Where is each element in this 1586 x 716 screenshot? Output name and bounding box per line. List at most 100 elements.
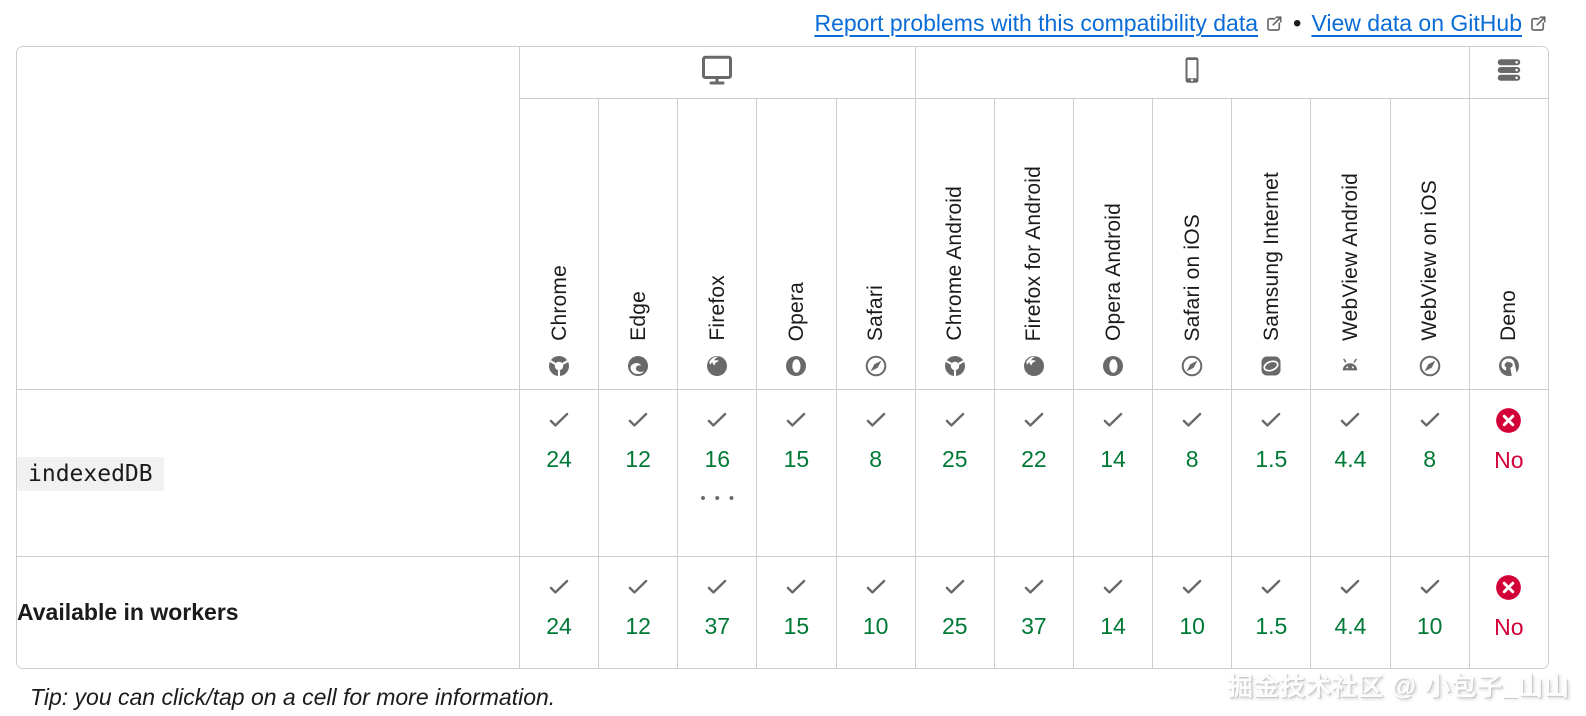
support-cell[interactable]: 8	[1389, 389, 1470, 557]
edge-icon	[626, 354, 650, 378]
check-icon	[1179, 574, 1205, 600]
chrome-icon	[943, 354, 967, 378]
check-icon	[1100, 574, 1126, 600]
check-icon	[1179, 407, 1205, 433]
browser-header-opera: Opera	[756, 98, 837, 390]
browser-name: Chrome Android	[943, 186, 967, 341]
browser-name: Samsung Internet	[1259, 172, 1283, 341]
browser-header-samsung-internet: Samsung Internet	[1231, 98, 1312, 390]
support-cell[interactable]: 25	[914, 389, 995, 557]
browser-name: Edge	[626, 291, 650, 341]
check-icon	[942, 574, 968, 600]
check-icon	[942, 407, 968, 433]
check-icon	[1258, 574, 1284, 600]
support-cell[interactable]: 22	[993, 389, 1074, 557]
browser-name: WebView Android	[1338, 173, 1362, 341]
feature-label: Available in workers	[17, 556, 520, 668]
check-icon	[625, 574, 651, 600]
version-number: 4.4	[1334, 446, 1367, 472]
version-number: 16	[704, 446, 731, 472]
check-icon	[704, 407, 730, 433]
report-problems-link[interactable]: Report problems with this compatibility …	[814, 10, 1259, 36]
support-cell[interactable]: 1.5	[1231, 556, 1312, 668]
version-number: 10	[862, 613, 889, 639]
browser-header-deno: Deno	[1468, 98, 1548, 390]
support-cell[interactable]: 37	[993, 556, 1074, 668]
support-cell[interactable]: 10	[1152, 556, 1233, 668]
support-cell[interactable]: 14	[1072, 389, 1154, 557]
version-number: 8	[1185, 446, 1199, 472]
version-number: 25	[941, 613, 968, 639]
support-cell[interactable]: 24	[518, 556, 600, 668]
version-number: 12	[625, 613, 651, 639]
support-cell[interactable]: 8	[1152, 389, 1233, 557]
footnote-indicator: •••	[700, 490, 744, 507]
support-cell-no[interactable]: No	[1468, 389, 1548, 557]
browser-header-opera-android: Opera Android	[1072, 98, 1154, 390]
check-icon	[546, 407, 572, 433]
version-number: 1.5	[1255, 613, 1288, 639]
check-icon	[625, 407, 651, 433]
safari-icon	[864, 354, 888, 378]
version-number: 15	[783, 613, 810, 639]
safari-icon	[1418, 354, 1442, 378]
check-icon	[1417, 407, 1443, 433]
support-cell[interactable]: 4.4	[1310, 389, 1391, 557]
browser-header-safari: Safari	[835, 98, 916, 390]
check-icon	[704, 574, 730, 600]
browser-name: Deno	[1497, 289, 1521, 341]
link-separator: •	[1293, 10, 1302, 37]
version-number: 12	[625, 446, 651, 472]
platform-header-mobile	[914, 47, 1470, 99]
feature-text: Available in workers	[17, 599, 239, 625]
check-icon	[1021, 574, 1047, 600]
browser-name: Opera Android	[1101, 202, 1125, 341]
support-cell[interactable]: 16 •••	[677, 389, 758, 557]
feature-code: indexedDB	[17, 456, 164, 491]
browser-header-webview-on-ios: WebView on iOS	[1389, 98, 1470, 390]
check-icon	[1021, 407, 1047, 433]
support-cell[interactable]: 4.4	[1310, 556, 1391, 668]
browser-name: Safari	[864, 284, 888, 341]
browser-name: WebView on iOS	[1418, 180, 1442, 341]
opera-icon	[784, 354, 808, 378]
corner-cell	[17, 47, 520, 390]
browser-header-firefox: Firefox	[677, 98, 758, 390]
support-cell[interactable]: 14	[1072, 556, 1154, 668]
support-cell[interactable]: 10	[835, 556, 916, 668]
support-cell[interactable]: 1.5	[1231, 389, 1312, 557]
watermark: 掘金技术社区 @ 小包子_山山	[1227, 673, 1570, 701]
support-cell-no[interactable]: No	[1468, 556, 1548, 668]
support-cell[interactable]: 12	[598, 389, 679, 557]
version-number: 37	[704, 613, 731, 639]
tip-text: Tip: you can click/tap on a cell for mor…	[30, 684, 556, 710]
no-icon	[1495, 574, 1522, 601]
chrome-icon	[547, 354, 571, 378]
feature-label: indexedDB	[17, 389, 520, 557]
support-cell[interactable]: 37	[677, 556, 758, 668]
no-support-label: No	[1494, 447, 1524, 473]
version-number: 1.5	[1255, 446, 1288, 472]
firefox-icon	[1022, 354, 1046, 378]
no-icon	[1495, 407, 1522, 434]
browser-name: Safari on iOS	[1180, 213, 1204, 342]
view-data-github-link[interactable]: View data on GitHub	[1311, 10, 1522, 36]
support-cell[interactable]: 24	[518, 389, 600, 557]
version-number: 8	[869, 446, 882, 472]
version-number: 14	[1100, 613, 1126, 639]
deno-icon	[1497, 354, 1521, 378]
no-support-label: No	[1494, 614, 1524, 640]
check-icon	[1100, 407, 1126, 433]
version-number: 14	[1100, 446, 1126, 472]
version-number: 8	[1423, 446, 1437, 472]
support-cell[interactable]: 25	[914, 556, 995, 668]
support-cell[interactable]: 15	[756, 389, 837, 557]
samsung-internet-icon	[1259, 354, 1283, 378]
safari-icon	[1180, 354, 1204, 378]
support-cell[interactable]: 12	[598, 556, 679, 668]
support-cell[interactable]: 8	[835, 389, 916, 557]
browser-header-webview-android: WebView Android	[1310, 98, 1391, 390]
feature-row: indexedDB 24 12 16 ••• 15 8 25 22 14 8 1.5 4.4 8 No	[17, 389, 1548, 557]
support-cell[interactable]: 15	[756, 556, 837, 668]
support-cell[interactable]: 10	[1389, 556, 1470, 668]
